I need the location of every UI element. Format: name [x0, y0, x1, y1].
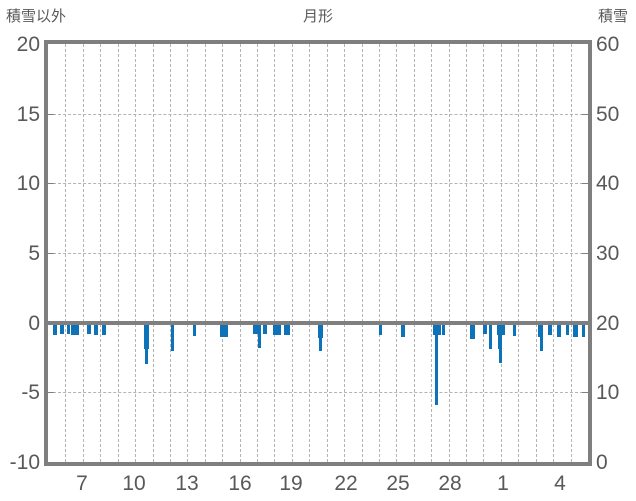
snow-bar: [67, 322, 70, 335]
snow-bar: [87, 322, 91, 335]
left-axis-title: 積雪以外: [6, 8, 67, 25]
right-axis-title: 積雪: [597, 8, 628, 25]
snow-bar: [287, 322, 290, 336]
snow-bar: [284, 322, 287, 336]
left-tick-label: 5: [28, 242, 40, 265]
snow-bar: [437, 322, 441, 336]
snow-bar: [566, 322, 569, 336]
left-tick-label: -10: [9, 451, 40, 474]
snow-bar: [224, 322, 228, 337]
snow-bar: [253, 322, 257, 334]
snow-bar: [74, 322, 79, 336]
snow-bar: [277, 322, 281, 336]
snow-bar: [470, 322, 475, 340]
snow-bar: [582, 322, 585, 337]
snow-bar: [263, 322, 267, 334]
x-tick-label: 22: [334, 472, 358, 495]
snow-bar: [145, 322, 148, 364]
snow-bar: [171, 322, 174, 351]
x-tick-label: 28: [438, 472, 462, 495]
snow-bar: [379, 322, 382, 336]
plot-area: [44, 40, 592, 466]
x-tick-label: 1: [497, 472, 509, 495]
right-tick-label: 40: [596, 172, 620, 196]
left-axis-tick: [48, 253, 54, 254]
value-gridline: [48, 253, 588, 254]
snow-bar: [489, 322, 492, 350]
snow-bar: [435, 322, 438, 405]
right-tick-label: 10: [596, 381, 620, 405]
zero-axis-line: [48, 320, 588, 325]
snow-bar: [548, 322, 552, 336]
snow-bar: [573, 322, 578, 338]
right-tick-label: 60: [596, 33, 620, 56]
x-tick-label: 10: [122, 472, 146, 495]
right-axis-tick: [582, 253, 588, 254]
x-tick-label: 7: [76, 472, 88, 495]
right-tick-label: 30: [596, 242, 620, 265]
left-axis-tick: [48, 183, 54, 185]
snow-bar: [220, 322, 224, 337]
right-axis-tick: [582, 392, 588, 394]
snow-bar: [193, 322, 196, 336]
left-axis-tick: [48, 392, 54, 394]
value-gridline: [48, 183, 588, 185]
snow-bar: [60, 322, 64, 335]
snow-bar: [483, 322, 487, 334]
left-axis-tick: [48, 113, 54, 115]
snow-bar: [319, 322, 322, 351]
snow-bar: [513, 322, 516, 336]
snow-bar: [53, 322, 57, 336]
x-tick-label: 25: [386, 472, 410, 495]
snow-bar: [70, 322, 74, 336]
right-tick-label: 20: [596, 311, 620, 335]
snow-bar: [442, 322, 445, 336]
right-tick-label: 50: [596, 102, 620, 126]
x-tick-label: 13: [175, 472, 199, 495]
left-tick-label: 10: [16, 172, 40, 196]
chart-title: 月形: [302, 8, 333, 25]
snow-bar: [94, 322, 98, 336]
snow-bar: [557, 322, 561, 337]
right-tick-label: 0: [596, 451, 608, 474]
x-tick-label: 16: [228, 472, 252, 495]
snow-bar: [102, 322, 106, 336]
x-tick-label: 4: [554, 472, 566, 495]
left-tick-label: 20: [16, 33, 40, 56]
right-axis-tick: [582, 113, 588, 115]
x-tick-label: 19: [279, 472, 303, 495]
snow-bar: [540, 322, 543, 351]
snow-bar: [401, 322, 405, 337]
left-tick-label: -5: [21, 381, 40, 405]
left-tick-label: 15: [16, 102, 40, 126]
value-gridline: [48, 113, 588, 115]
snow-bar: [499, 322, 502, 364]
value-gridline: [48, 392, 588, 394]
left-tick-label: 0: [28, 311, 40, 335]
snow-bar: [273, 322, 277, 336]
right-axis-tick: [582, 183, 588, 185]
snow-bar: [258, 322, 261, 348]
